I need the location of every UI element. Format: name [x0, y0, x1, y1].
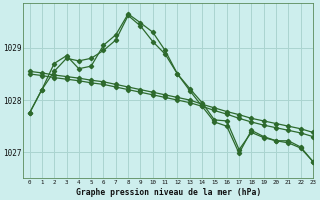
X-axis label: Graphe pression niveau de la mer (hPa): Graphe pression niveau de la mer (hPa)	[76, 188, 261, 197]
